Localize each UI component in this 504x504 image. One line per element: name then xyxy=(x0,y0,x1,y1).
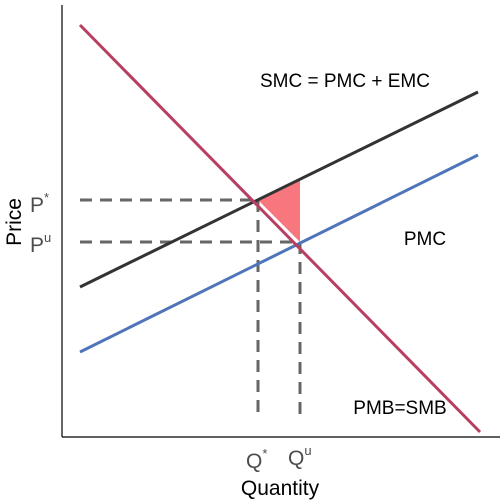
p-u-label: Pu xyxy=(30,230,51,257)
pmb-label: PMB=SMB xyxy=(353,398,446,419)
y-axis-label: Price xyxy=(3,198,26,246)
p-star-label: P* xyxy=(30,190,49,217)
pmc-line xyxy=(79,153,479,354)
pmb-line xyxy=(78,23,482,434)
pmc-label: PMC xyxy=(404,229,446,250)
q-star-label: Q* xyxy=(246,446,267,473)
q-u-label: Qu xyxy=(288,443,312,470)
guide-lines xyxy=(80,198,302,420)
smc-line xyxy=(79,90,479,289)
x-axis-label: Quantity xyxy=(241,477,320,500)
smc-label: SMC = PMC + EMC xyxy=(260,71,430,92)
